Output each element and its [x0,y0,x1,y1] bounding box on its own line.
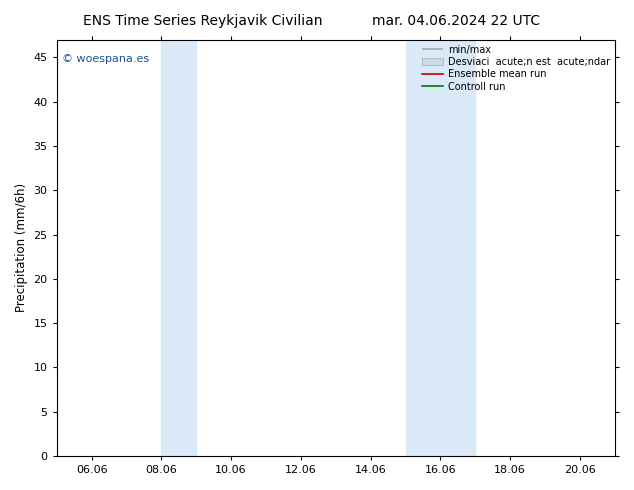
Text: © woespana.es: © woespana.es [62,54,150,64]
Legend: min/max, Desviaci  acute;n est  acute;ndar, Ensemble mean run, Controll run: min/max, Desviaci acute;n est acute;ndar… [420,43,612,94]
Text: mar. 04.06.2024 22 UTC: mar. 04.06.2024 22 UTC [372,14,541,28]
Bar [162,40,197,456]
Bar [406,40,476,456]
Y-axis label: Precipitation (mm/6h): Precipitation (mm/6h) [15,183,28,313]
Text: ENS Time Series Reykjavik Civilian: ENS Time Series Reykjavik Civilian [83,14,323,28]
